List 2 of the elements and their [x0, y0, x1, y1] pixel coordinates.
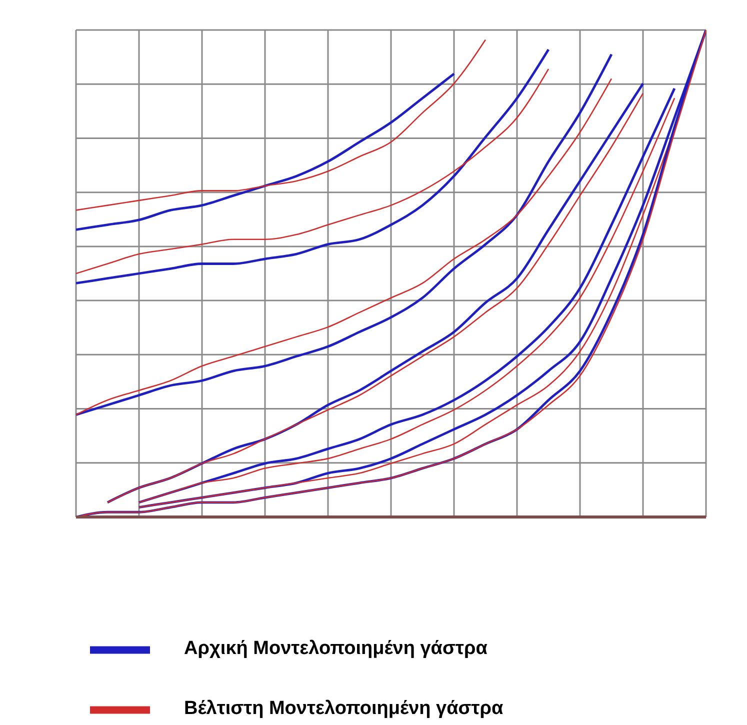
legend-label: Βέλτιστη Μοντελοποιημένη γάστρα [184, 698, 504, 720]
legend-label: Αρχική Μοντελοποιημένη γάστρα [184, 638, 488, 660]
